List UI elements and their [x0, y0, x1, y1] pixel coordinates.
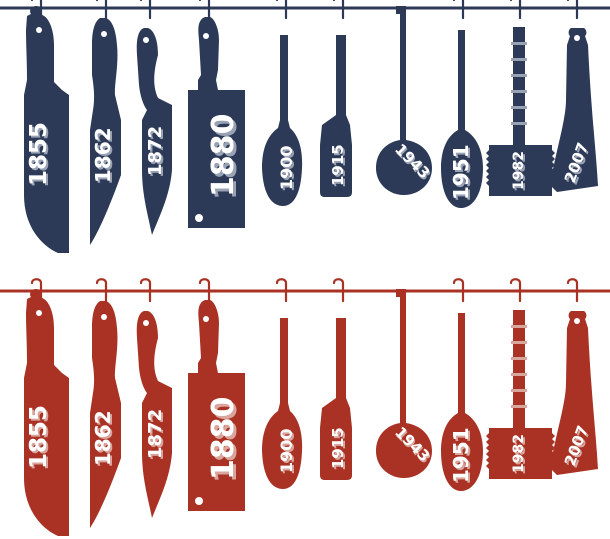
- chef-knife: 1855 1855: [24, 6, 69, 253]
- year-label: 1900: [277, 428, 296, 473]
- year-label: 1900: [279, 430, 298, 475]
- year-label: 1951: [449, 427, 473, 483]
- year-label: 1855: [28, 124, 54, 188]
- year-label: 1880: [206, 114, 241, 198]
- carving-knife: 1862 1862: [90, 18, 121, 245]
- angled-spatula: 2007 2007: [550, 311, 598, 475]
- year-label: 1951: [451, 146, 475, 202]
- year-label: 1862: [91, 127, 115, 183]
- oval-spoon: 1951 1951: [441, 313, 483, 491]
- year-label: 1872: [145, 409, 166, 459]
- meat-mallet: 1982 1982: [486, 310, 555, 479]
- boning-knife: 1872 1872: [136, 311, 172, 518]
- year-label: 1900: [279, 147, 298, 192]
- boning-knife: 1872 1872: [136, 28, 172, 235]
- navy-row: 1855 1855 1862 1862 1872 1872 1880 1880: [0, 0, 610, 253]
- meat-mallet: 1982 1982: [486, 27, 555, 196]
- year-label: 1855: [28, 407, 54, 471]
- year-label: 1982: [513, 153, 529, 192]
- year-label: 1855: [26, 122, 52, 186]
- year-label: 1872: [147, 411, 168, 461]
- year-label: 1862: [91, 410, 115, 466]
- year-label: 1915: [329, 427, 347, 469]
- cleaver: 1880 1880: [188, 300, 245, 511]
- year-label: 1982: [513, 436, 529, 475]
- chef-knife: 1855 1855: [24, 289, 69, 536]
- red-row: 1855 1855 1862 1862 1872 1872 1880 1880 …: [0, 278, 610, 536]
- spoon: 1900 1900: [262, 35, 303, 206]
- year-label: 1880: [206, 397, 241, 481]
- year-label: 1855: [26, 405, 52, 469]
- cleaver: 1880 1880: [188, 17, 245, 228]
- year-label: 1951: [451, 429, 475, 485]
- year-label: 1915: [331, 429, 349, 471]
- year-label: 1915: [331, 146, 349, 188]
- spatula: 1915 1915: [320, 35, 352, 197]
- year-label: 1880: [209, 400, 244, 484]
- spoon: 1900 1900: [262, 318, 303, 489]
- year-label: 1951: [449, 144, 473, 200]
- oval-spoon: 1951 1951: [441, 30, 483, 208]
- year-label: 1900: [277, 145, 296, 190]
- angled-spatula: 2007 2007: [550, 28, 598, 192]
- year-label: 1880: [209, 117, 244, 201]
- year-label: 1862: [93, 129, 117, 185]
- round-spoon: 1943 1943: [376, 289, 434, 478]
- year-label: 1915: [329, 144, 347, 186]
- year-label: 1872: [147, 128, 168, 178]
- spatula: 1915 1915: [320, 318, 352, 480]
- year-label: 1862: [93, 412, 117, 468]
- round-spoon: 1943 1943: [376, 6, 434, 195]
- year-label: 1982: [511, 434, 527, 473]
- year-label: 1982: [511, 151, 527, 190]
- carving-knife: 1862 1862: [90, 301, 121, 528]
- year-label: 1872: [145, 126, 166, 176]
